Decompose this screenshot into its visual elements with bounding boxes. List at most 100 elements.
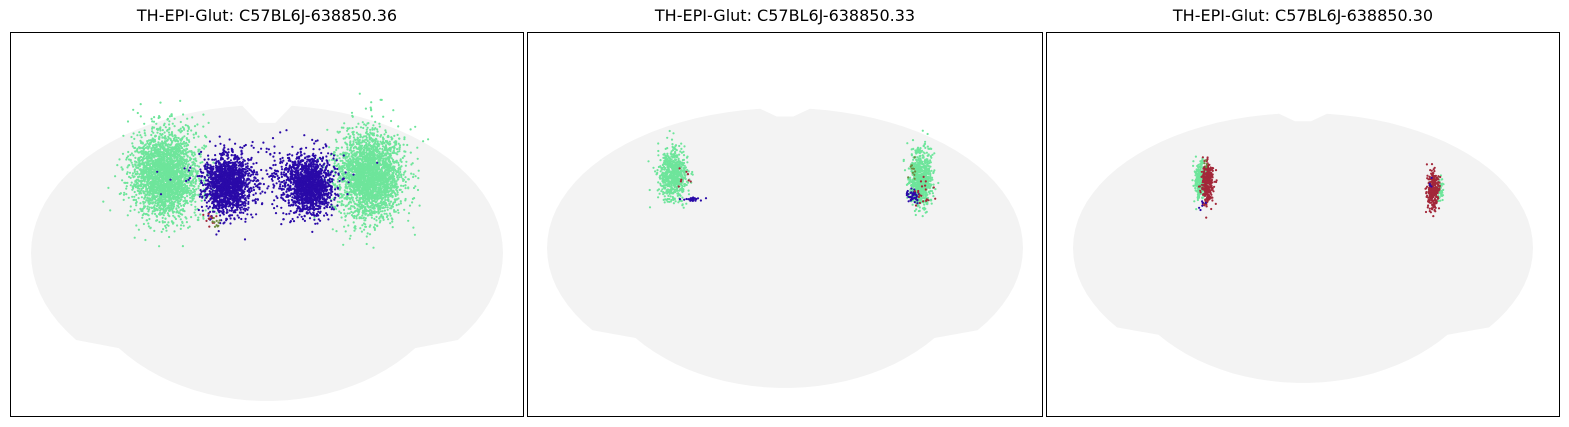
cell-point [140, 142, 143, 145]
cell-point [171, 147, 174, 150]
cell-point [162, 151, 165, 154]
scatter-plot [31, 92, 503, 401]
cell-point [361, 174, 364, 177]
cell-point [358, 192, 361, 195]
cell-point [370, 216, 373, 219]
cell-point [353, 187, 356, 190]
cell-point [400, 175, 403, 179]
cell-point [364, 225, 368, 228]
cell-point [160, 161, 163, 165]
cell-point [167, 204, 170, 207]
cell-point [356, 136, 359, 139]
cell-point [148, 174, 151, 177]
cell-point [176, 224, 179, 227]
cell-point [370, 101, 373, 104]
cell-point [194, 205, 197, 208]
cell-point [147, 208, 151, 211]
cell-point [343, 122, 346, 125]
cell-point [158, 245, 161, 248]
cell-point [134, 202, 138, 205]
cell-point [368, 134, 371, 137]
cell-point [339, 193, 342, 196]
cell-point [395, 143, 398, 146]
cell-point [147, 154, 150, 158]
cell-point [401, 190, 404, 194]
cell-point [340, 216, 343, 219]
cell-point [313, 216, 316, 219]
cell-point [150, 153, 153, 157]
cell-point [167, 224, 170, 227]
cell-point [362, 222, 366, 225]
cell-point [404, 199, 407, 202]
cell-point [398, 150, 401, 153]
cell-point [417, 169, 420, 172]
cell-point [348, 212, 351, 215]
cell-point [148, 206, 151, 209]
cell-point [364, 202, 367, 205]
cell-point [386, 142, 389, 145]
cell-point [411, 201, 414, 204]
cell-point [180, 129, 183, 133]
cell-point [119, 192, 122, 195]
cell-point [364, 217, 367, 220]
cell-point [158, 207, 161, 210]
cell-point [160, 195, 164, 198]
cell-point [155, 122, 158, 125]
cell-point [350, 155, 353, 158]
cell-point [174, 172, 178, 175]
cell-point [404, 170, 407, 173]
cell-point [154, 143, 158, 146]
cell-point [186, 138, 189, 141]
cell-point [157, 149, 160, 152]
cell-point [167, 196, 170, 199]
cell-point [412, 175, 415, 179]
cell-point [357, 133, 360, 136]
cell-point [354, 202, 357, 205]
cell-point [129, 153, 132, 157]
cell-point [180, 195, 183, 198]
cell-point [381, 147, 384, 151]
cell-point [135, 185, 138, 188]
cell-point [156, 208, 159, 211]
cell-point [159, 209, 162, 212]
cell-point [136, 134, 139, 137]
cell-point [173, 163, 176, 166]
cell-point [197, 218, 200, 222]
cell-point [181, 213, 184, 216]
cell-point [175, 139, 178, 142]
cell-point [387, 193, 390, 196]
cell-point [102, 200, 105, 203]
cell-point [193, 193, 197, 196]
cell-point [167, 221, 170, 224]
cell-point [414, 175, 417, 178]
cell-point [138, 146, 141, 149]
cell-point [204, 209, 207, 212]
cell-point [371, 177, 374, 180]
cell-point [133, 236, 136, 239]
cell-point [193, 211, 196, 214]
cell-point [186, 132, 189, 135]
cell-point [141, 208, 144, 211]
cell-point [363, 170, 366, 173]
cell-point [341, 166, 344, 170]
cell-point [336, 178, 340, 181]
cell-point [170, 188, 173, 191]
cell-point [403, 155, 406, 158]
cell-point [155, 195, 158, 199]
cell-point [133, 208, 136, 211]
cell-point [146, 162, 150, 165]
cell-point [151, 120, 154, 123]
cell-point [127, 196, 130, 199]
cell-point [339, 153, 342, 156]
cell-point [189, 150, 192, 153]
cell-point [173, 230, 176, 233]
cell-point [390, 205, 393, 208]
cell-point [169, 190, 172, 193]
cell-point [362, 205, 365, 208]
cell-point [180, 151, 183, 154]
cell-point [140, 196, 143, 199]
cell-point [164, 135, 167, 138]
cell-point [404, 184, 407, 187]
cell-point [144, 168, 147, 171]
cell-point [336, 154, 339, 157]
